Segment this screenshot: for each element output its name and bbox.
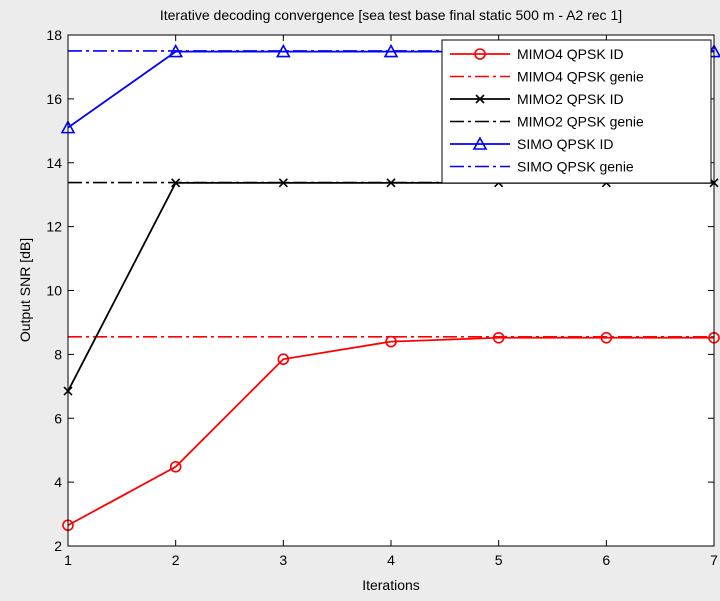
legend-item: MIMO4 QPSK ID	[450, 46, 624, 62]
plot-frame	[67, 34, 715, 547]
x-tick-label: 4	[387, 552, 395, 568]
x-tick-label: 3	[279, 552, 287, 568]
data-point	[277, 353, 290, 365]
legend-box	[441, 39, 712, 184]
data-point	[386, 178, 396, 188]
y-tick-label: 6	[54, 410, 62, 426]
legend-item: MIMO2 QPSK genie	[450, 114, 644, 130]
data-point	[278, 178, 288, 188]
y-tick-label: 12	[46, 219, 62, 235]
legend-item: SIMO QPSK genie	[450, 159, 634, 175]
x-tick-label: 2	[172, 552, 180, 568]
x-tick-label: 5	[495, 552, 503, 568]
chart-title: Iterative decoding convergence [sea test…	[160, 7, 622, 23]
legend-label: MIMO2 QPSK genie	[517, 114, 644, 130]
legend-label: SIMO QPSK ID	[517, 136, 613, 152]
legend-item: MIMO4 QPSK genie	[450, 69, 644, 85]
legend-label: SIMO QPSK genie	[517, 159, 634, 175]
data-point	[492, 331, 505, 344]
y-tick-label: 8	[54, 346, 62, 362]
legend-label: MIMO4 QPSK genie	[517, 69, 644, 85]
data-point	[169, 460, 182, 473]
y-tick-label: 16	[46, 91, 62, 107]
y-tick-label: 14	[46, 155, 62, 171]
legend-item: SIMO QPSK ID	[450, 136, 613, 152]
y-tick-label: 4	[54, 474, 62, 490]
y-tick-label: 18	[46, 27, 62, 43]
legend-marker	[474, 48, 486, 60]
series-line	[67, 336, 714, 527]
y-tick-label: 10	[46, 283, 62, 299]
legend-label: MIMO4 QPSK ID	[517, 46, 624, 62]
x-tick-label: 1	[64, 552, 72, 568]
x-tick-label: 7	[710, 552, 718, 568]
legend-item: MIMO2 QPSK ID	[450, 91, 624, 107]
legend-marker	[472, 136, 488, 150]
x-axis-label: Iterations	[362, 577, 420, 593]
x-tick-label: 6	[602, 552, 610, 568]
y-axis-label: Output SNR [dB]	[17, 238, 33, 342]
legend-marker	[475, 94, 485, 104]
legend-label: MIMO2 QPSK ID	[517, 91, 624, 107]
y-tick-label: 2	[54, 538, 62, 554]
data-point	[600, 331, 613, 344]
data-point	[385, 335, 397, 348]
legend: MIMO4 QPSK ID MIMO4 QPSK genie MIMO2 QPSK …	[441, 39, 712, 184]
